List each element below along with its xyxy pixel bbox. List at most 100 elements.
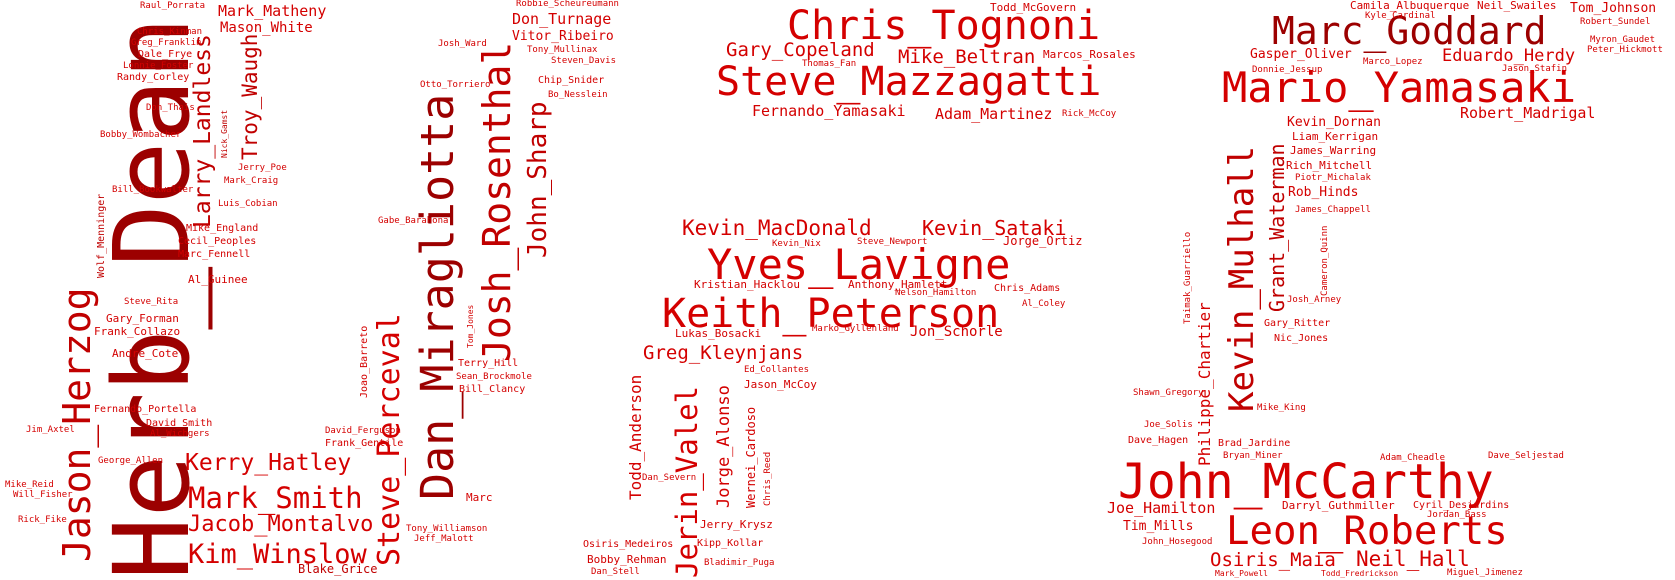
word-wolf-menninger: Wolf_Menninger (96, 193, 107, 278)
word-dan-severn: Dan_Severn (642, 473, 697, 483)
word-kevin-macdonald: Kevin_MacDonald (682, 216, 872, 240)
word-taimak-guarriello: Taimak_Guarriello (1183, 231, 1193, 324)
word-kevin-dornan: Kevin_Dornan (1287, 115, 1381, 130)
word-josh-ward: Josh_Ward (438, 39, 487, 49)
word-rick-fike: Rick_Fike (18, 515, 67, 525)
word-mark-matheny: Mark_Matheny (218, 2, 327, 20)
word-jerry-poe: Jerry_Poe (238, 163, 287, 173)
word-raul-porrata: Raul_Porrata (140, 1, 206, 11)
word-cecil-peoples: Cecil_Peoples (178, 236, 257, 247)
word-luis-cobian: Luis_Cobian (218, 199, 278, 209)
word-chris-kinman: Chris_Kinman (137, 27, 203, 37)
word-john-sharp: John_Sharp (523, 101, 553, 258)
word-steve-newport: Steve_Newport (857, 237, 928, 247)
word-todd-mcgovern: Todd_McGovern (990, 1, 1077, 14)
word-myron-gaudet: Myron_Gaudet (1590, 35, 1656, 45)
word-bryan-miner: Bryan_Miner (1223, 451, 1283, 461)
word-tony-mullinax: Tony_Mullinax (527, 45, 598, 55)
word-jorge-ortiz: Jorge_Ortiz (1003, 234, 1083, 248)
word-eduardo-herdy: Eduardo_Herdy (1442, 46, 1576, 66)
word-marko-gyllenland: Marko_Gyllenland (812, 324, 899, 334)
word-joe-hamilton: Joe_Hamilton (1107, 499, 1216, 517)
word-kipp-kollar: Kipp_Kollar (697, 538, 764, 549)
word-john-mccarthy: John_McCarthy (1118, 454, 1494, 510)
word-mark-smith: Mark_Smith (188, 481, 363, 515)
word-frank-collazo: Frank_Collazo (94, 325, 181, 338)
word-kerry-hatley: Kerry_Hatley (185, 450, 352, 476)
word-mike-king: Mike_King (1257, 403, 1306, 413)
word-chris-adams: Chris_Adams (994, 283, 1061, 294)
word-fernando-yamasaki: Fernando_Yamasaki (752, 102, 906, 120)
word-josh-arney: Josh_Arney (1287, 295, 1342, 305)
word-al-wichgers: Al_Wichgers (150, 429, 210, 439)
word-jim-axtel: Jim_Axtel (26, 425, 75, 435)
word-vitor-ribeiro: Vitor_Ribeiro (512, 29, 614, 44)
word-bobby-rehman: Bobby_Rehman (587, 553, 667, 566)
word-keith-peterson: Keith_Peterson (662, 291, 1000, 337)
word-marco-lopez: Marco_Lopez (1363, 57, 1423, 67)
word-randy-corley: Randy_Corley (117, 72, 190, 83)
word-mike-england: Mike_England (186, 223, 259, 234)
word-adam-martinez: Adam_Martinez (935, 105, 1053, 123)
word-troy-waugh: Troy_Waugh (238, 33, 262, 160)
word-james-chappell: James_Chappell (1295, 205, 1371, 215)
word-tom-johnson: Tom_Johnson (1570, 1, 1657, 16)
word-mike-beltran: Mike_Beltran (898, 46, 1036, 68)
word-darryl-guthmiller: Darryl_Guthmiller (1282, 499, 1395, 512)
word-marc: Marc (466, 491, 493, 504)
word-peter-hickmott: Peter_Hickmott (1587, 45, 1663, 55)
word-steve-rita: Steve_Rita (124, 297, 179, 307)
word-dan-miragliotta: Dan_Miragliotta (411, 93, 464, 500)
word-kevin-sataki: Kevin_Sataki (922, 216, 1067, 240)
word-david-ferguson: David_Ferguson (325, 426, 401, 436)
word-gasper-oliver: Gasper_Oliver (1250, 47, 1352, 62)
word-jeff-malott: Jeff_Malott (414, 534, 474, 544)
word-mason-white: Mason_White (220, 20, 313, 36)
word-blake-grice: Blake_Grice (298, 562, 378, 576)
word-robert-madrigal: Robert_Madrigal (1460, 104, 1596, 122)
word-george-allen: George_Allen (98, 456, 164, 466)
word-don-turnage: Don_Turnage (512, 10, 612, 28)
word-joe-solis: Joe_Solis (1144, 420, 1193, 430)
word-mario-yamasaki: Mario_Yamasaki (1222, 63, 1577, 112)
word-otto-torriero: Otto_Torriero (420, 80, 491, 90)
word-brad-jardine: Brad_Jardine (1218, 438, 1291, 449)
word-tim-mills: Tim_Mills (1123, 519, 1194, 534)
word-grant-waterman: Grant_Waterman (1265, 143, 1289, 312)
word-dave-seljestad: Dave_Seljestad (1488, 451, 1564, 461)
word-wernei-cardoso: Wernei_Cardoso (744, 406, 758, 508)
word-thomas-fan: Thomas_Fan (802, 59, 857, 69)
word-bobby-wombacher: Bobby_Wombacher (100, 130, 182, 140)
word-rick-mccoy: Rick_McCoy (1062, 109, 1117, 119)
word-john-hosegood: John_Hosegood (1142, 537, 1213, 547)
word-osiris-medeiros: Osiris_Medeiros (583, 539, 674, 550)
word-robbie-scheureumann: Robbie_Scheureumann (516, 0, 619, 9)
word-jacob-montalvo: Jacob_Montalvo (188, 512, 374, 537)
word-jorge-alonso: Jorge_Alonso (714, 385, 734, 508)
word-cameron-quinn: Cameron_Quinn (1320, 225, 1330, 296)
word-cyril-desjardins: Cyril_Desjardins (1413, 500, 1510, 511)
word-rich-mitchell: Rich_Mitchell (1286, 159, 1373, 172)
word-bo-nesslein: Bo_Nesslein (548, 90, 608, 100)
word-marc-goddard: Marc_Goddard (1272, 9, 1547, 53)
word-kim-winslow: Kim_Winslow (188, 539, 367, 570)
word-mark-powell: Mark_Powell (1215, 569, 1268, 578)
word-al-coley: Al_Coley (1022, 299, 1066, 309)
word-donnie-jessup: Donnie_Jessup (1252, 65, 1323, 75)
word-gary-ritter: Gary_Ritter (1264, 318, 1331, 329)
word-shawn-gregory: Shawn_Gregory (1133, 388, 1204, 398)
word-steve-mazzagatti: Steve_Mazzagatti (716, 59, 1102, 105)
word-ed-collantes: Ed_Collantes (744, 365, 810, 375)
word-marc-fennell: Marc_Fennell (178, 249, 251, 260)
word-lonnie-foster: Lonnie_Foster (123, 61, 194, 71)
word-rob-hinds: Rob_Hinds (1288, 185, 1359, 200)
word-nic-jones: Nic_Jones (1274, 333, 1329, 344)
word-will-fisher: Will_Fisher (13, 490, 73, 500)
word-dale-frye: Dale_Frye (138, 49, 193, 60)
word-anthony-hamlett: Anthony_Hamlett (848, 278, 948, 291)
word-tony-williamson: Tony_Williamson (406, 524, 488, 534)
word-osiris-maia: Osiris_Maia (1210, 549, 1336, 571)
word-robert-sundel: Robert_Sundel (1580, 17, 1651, 27)
word-neil-swailes: Neil_Swailes (1477, 0, 1557, 12)
